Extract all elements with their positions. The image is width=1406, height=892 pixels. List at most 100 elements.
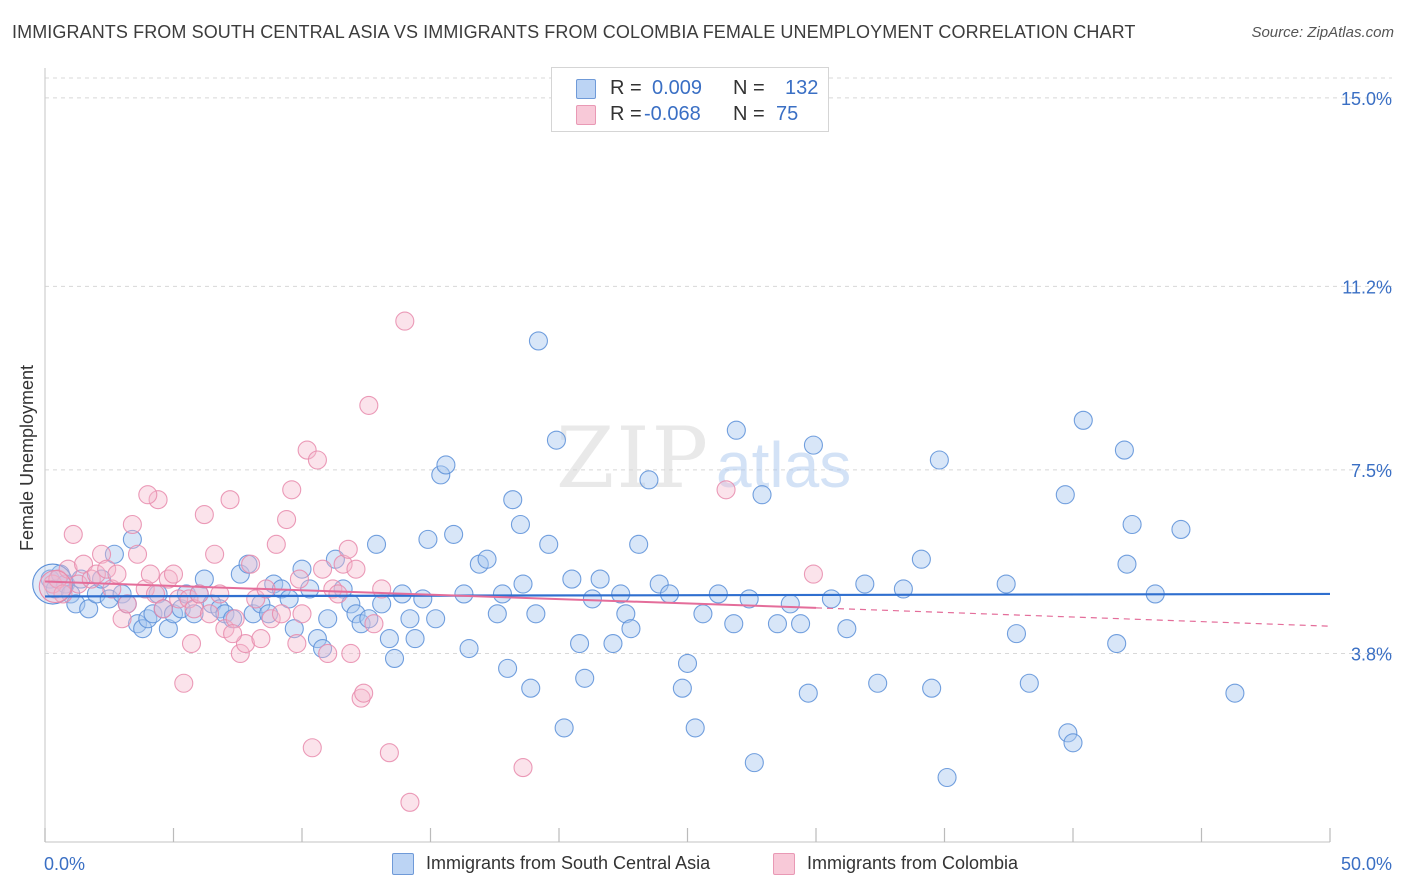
data-point-south-central-asia <box>554 718 574 738</box>
data-point-south-central-asia <box>1006 624 1027 644</box>
data-point-south-central-asia <box>143 604 163 624</box>
data-point-south-central-asia <box>649 574 669 594</box>
data-point-south-central-asia <box>616 604 636 624</box>
data-point-south-central-asia <box>79 599 99 619</box>
data-point-south-central-asia <box>426 609 446 629</box>
data-point-south-central-asia <box>1117 554 1137 574</box>
data-point-south-central-asia <box>744 753 764 773</box>
data-point-south-central-asia <box>611 584 631 604</box>
data-point-south-central-asia <box>629 534 649 554</box>
data-point-colombia <box>261 609 281 629</box>
data-point-south-central-asia <box>307 629 327 649</box>
data-point-colombia <box>140 564 160 584</box>
watermark-atlas: atlas <box>716 429 851 501</box>
data-point-colombia <box>138 485 158 505</box>
data-point-colombia <box>117 594 137 614</box>
data-point-south-central-asia <box>708 584 728 604</box>
data-point-south-central-asia <box>1114 440 1134 460</box>
data-point-south-central-asia <box>539 534 559 554</box>
data-point-colombia <box>346 559 366 579</box>
data-point-south-central-asia <box>66 594 86 614</box>
legend-row-pink: R = -0.068 N = 75 <box>552 101 828 127</box>
data-point-south-central-asia <box>1171 519 1191 540</box>
data-point-south-central-asia <box>546 430 566 450</box>
data-point-colombia <box>338 539 358 559</box>
legend-r-value: 0.009 <box>652 77 703 99</box>
data-point-south-central-asia <box>767 614 788 634</box>
legend-n-value: 75 <box>776 103 799 125</box>
data-point-colombia <box>318 643 338 664</box>
data-point-south-central-asia <box>911 549 931 569</box>
data-point-south-central-asia <box>837 619 857 639</box>
data-point-colombia <box>341 643 361 664</box>
data-point-colombia <box>328 584 348 604</box>
chart-title: IMMIGRANTS FROM SOUTH CENTRAL ASIA VS IM… <box>12 22 1136 42</box>
data-point-colombia <box>127 544 148 564</box>
data-point-south-central-asia <box>868 673 888 693</box>
data-point-colombia <box>184 599 204 619</box>
data-point-south-central-asia <box>431 465 451 485</box>
data-point-south-central-asia <box>300 579 320 599</box>
data-point-colombia <box>58 559 78 579</box>
data-point-south-central-asia <box>133 619 153 639</box>
data-point-south-central-asia <box>492 584 513 604</box>
data-point-colombia <box>107 564 127 584</box>
data-point-colombia <box>122 514 142 535</box>
data-point-colombia <box>210 584 230 604</box>
data-point-south-central-asia <box>122 529 142 549</box>
data-point-south-central-asia <box>454 584 474 604</box>
data-point-colombia <box>38 569 72 604</box>
legend-r-label: R = <box>610 103 642 125</box>
data-point-south-central-asia <box>528 331 548 351</box>
legend-r-value: -0.068 <box>644 103 701 125</box>
legend-swatch-blue <box>576 79 596 99</box>
data-point-colombia <box>803 564 823 584</box>
data-point-colombia <box>333 554 353 574</box>
data-point-south-central-asia <box>318 609 338 629</box>
data-point-south-central-asia <box>1055 485 1075 505</box>
data-point-south-central-asia <box>503 490 523 510</box>
data-point-colombia <box>225 609 245 629</box>
data-point-south-central-asia <box>672 678 692 698</box>
data-point-colombia <box>112 609 132 629</box>
data-point-colombia <box>716 480 736 500</box>
data-point-south-central-asia <box>724 614 744 634</box>
data-point-colombia <box>189 584 209 604</box>
data-point-south-central-asia <box>590 569 610 589</box>
legend-n-label: N = <box>733 77 765 99</box>
data-point-colombia <box>68 574 88 594</box>
data-point-colombia <box>277 509 297 530</box>
data-point-south-central-asia <box>752 485 772 505</box>
data-point-south-central-asia <box>922 678 942 698</box>
data-point-colombia <box>297 440 317 460</box>
data-point-south-central-asia <box>158 619 178 639</box>
data-point-south-central-asia <box>726 420 746 440</box>
tick-labels: 3.8% 7.5% 11.2% 15.0% 0.0% 50.0% <box>44 89 1392 874</box>
trend-lines <box>44 580 1331 627</box>
data-point-colombia <box>223 624 243 644</box>
data-point-colombia <box>153 599 173 619</box>
x-tick-label-min: 0.0% <box>44 854 85 874</box>
data-point-colombia <box>246 589 266 609</box>
legend-swatch-pink <box>576 105 596 125</box>
data-point-colombia <box>220 490 240 510</box>
data-point-colombia <box>194 505 214 525</box>
data-point-colombia <box>148 490 168 510</box>
data-point-colombia <box>302 738 322 758</box>
data-point-colombia <box>271 604 291 624</box>
data-point-colombia <box>63 524 83 544</box>
data-point-south-central-asia <box>459 638 479 659</box>
data-point-south-central-asia <box>937 767 957 788</box>
data-point-colombia <box>282 480 302 500</box>
bottom-legend-swatch-blue <box>392 853 414 875</box>
data-point-south-central-asia <box>685 718 705 738</box>
data-point-south-central-asia <box>562 569 582 589</box>
data-point-colombia <box>292 604 312 624</box>
data-point-south-central-asia <box>32 563 74 605</box>
data-point-colombia <box>513 758 533 778</box>
data-point-south-central-asia <box>400 609 420 629</box>
data-point-colombia <box>174 673 194 693</box>
legend-n-value: 132 <box>785 77 819 99</box>
trend-line-colombia <box>44 580 817 609</box>
